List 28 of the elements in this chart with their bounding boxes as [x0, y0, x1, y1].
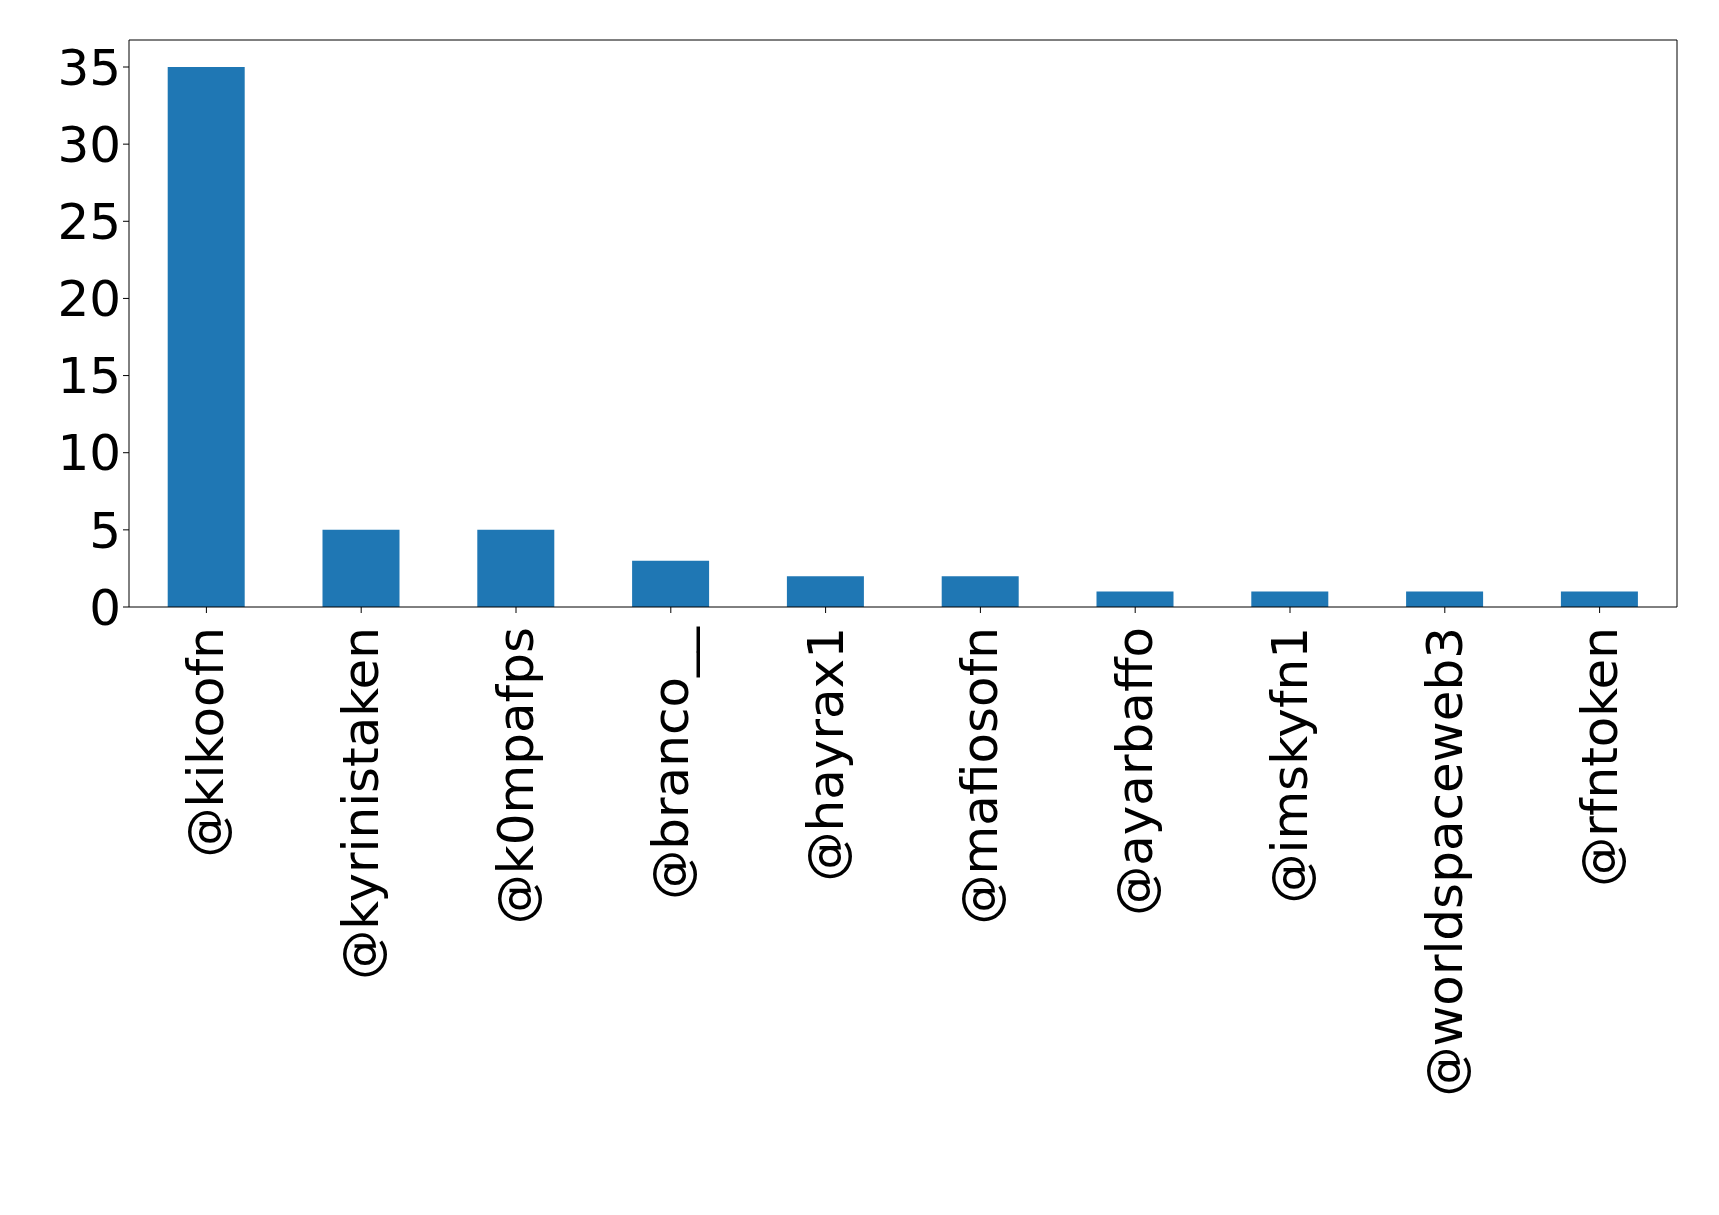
y-tick-label: 5 [89, 501, 121, 560]
x-tick-label: @ayarbaffo [1106, 627, 1165, 916]
bar [477, 529, 555, 607]
bar [786, 576, 864, 607]
y-tick-label: 15 [57, 347, 121, 406]
y-tick-label: 35 [57, 38, 121, 97]
x-tick-label: @k0mpafps [487, 627, 545, 925]
x-tick-label: @branco__ [641, 626, 700, 900]
y-tick-label: 20 [57, 270, 121, 329]
x-tick-label: @imskyfn1 [1261, 627, 1319, 904]
x-tick-label: @worldspaceweb3 [1415, 627, 1474, 1097]
bar [941, 576, 1019, 607]
y-tick-label: 25 [57, 193, 121, 252]
bar [632, 560, 710, 607]
x-tick-label: @mafiosofn [951, 627, 1010, 925]
bar [1560, 591, 1638, 607]
y-tick-label: 30 [57, 115, 121, 174]
bar [167, 67, 245, 607]
bar [1096, 591, 1174, 607]
x-tick-label: @kikoofn [177, 627, 236, 858]
bar [1251, 591, 1329, 607]
y-tick-label: 10 [57, 424, 121, 483]
x-tick-label: @hayrax1 [796, 627, 855, 882]
bar [1406, 591, 1484, 607]
x-tick-label: @kyrinistaken [332, 627, 391, 980]
x-tick-label: @rfntoken [1570, 627, 1629, 887]
bar [322, 529, 400, 607]
y-tick-label: 0 [89, 578, 121, 637]
